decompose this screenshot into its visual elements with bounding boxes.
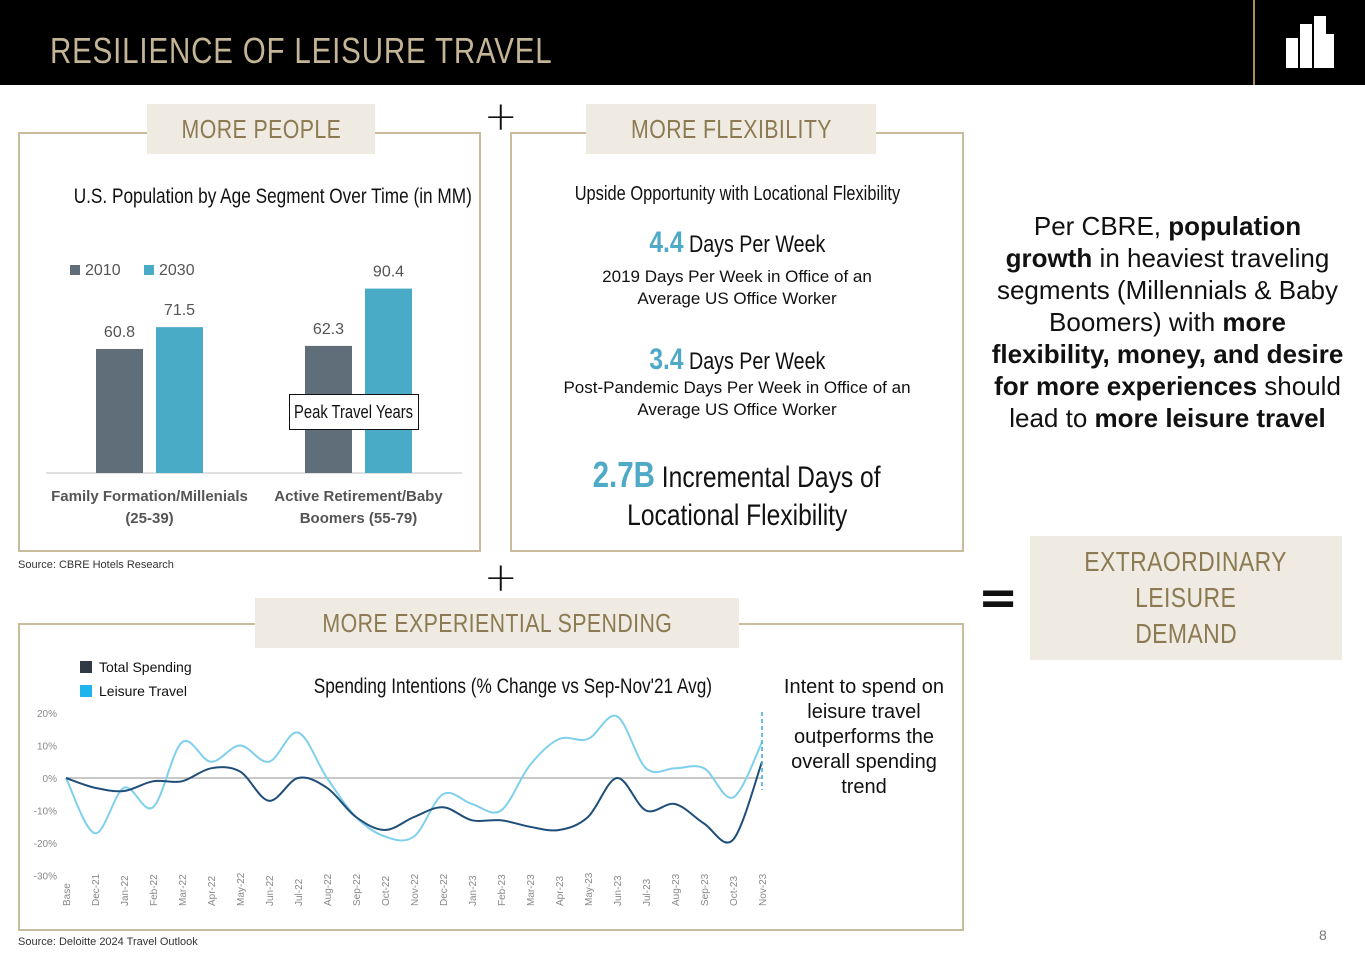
flexibility-title: Upside Opportunity with Locational Flexi… bbox=[574, 183, 900, 205]
stat-2019-days: 4.4 Days Per Week bbox=[512, 226, 962, 260]
population-chart-title: U.S. Population by Age Segment Over Time… bbox=[73, 185, 472, 208]
bar-2010-0 bbox=[96, 348, 143, 473]
population-bar-chart: 2010 2030 60.8 71.5 Family Formation/Milleni… bbox=[46, 262, 462, 527]
x-tick-label: Jan-23 bbox=[468, 875, 479, 906]
x-tick-label: Base bbox=[62, 883, 73, 906]
x-tick-label: Dec-22 bbox=[439, 873, 450, 906]
category-label-0-1: (25-39) bbox=[125, 510, 173, 527]
legend-label-leisure-travel: Leisure Travel bbox=[99, 683, 187, 699]
leisure-intent-note: Intent to spend on leisure travel outper… bbox=[783, 676, 945, 798]
equals-sign: = bbox=[978, 570, 1019, 626]
x-tick-label: Sep-22 bbox=[352, 873, 363, 906]
spending-line-chart: 20% 10% 0% -10% -20% -30% Total Spending Leisur… bbox=[34, 659, 769, 906]
x-tick-label: Aug-23 bbox=[671, 873, 682, 906]
page-title: RESILIENCE OF LEISURE TRAVEL bbox=[50, 30, 553, 71]
category-label-0-0: Family Formation/Millenials bbox=[51, 488, 248, 505]
more-spending-label: MORE EXPERIENTIAL SPENDING bbox=[255, 598, 739, 648]
summary-text: Per CBRE, population growth in heaviest … bbox=[991, 211, 1344, 433]
legend-swatch-2030 bbox=[144, 265, 154, 275]
x-tick-label: Jun-22 bbox=[265, 875, 276, 906]
data-label-2010-1: 62.3 bbox=[313, 321, 344, 338]
x-tick-label: Jul-22 bbox=[294, 878, 305, 906]
cbre-source: Source: CBRE Hotels Research bbox=[18, 559, 174, 571]
y-tick-label: 0% bbox=[43, 774, 58, 785]
x-tick-label: Nov-22 bbox=[410, 873, 421, 906]
legend-swatch-2010 bbox=[70, 265, 80, 275]
more-flexibility-label: MORE FLEXIBILITY bbox=[586, 104, 876, 154]
x-tick-label: Sep-23 bbox=[700, 873, 711, 906]
series-line-total-spending bbox=[65, 761, 763, 844]
more-people-label: MORE PEOPLE bbox=[147, 104, 375, 154]
x-tick-label: Jul-23 bbox=[642, 878, 653, 906]
x-tick-label: Jun-23 bbox=[613, 875, 624, 906]
data-label-2030-0: 71.5 bbox=[164, 302, 195, 319]
legend-label-2030: 2030 bbox=[159, 262, 195, 279]
x-tick-label: Aug-22 bbox=[323, 873, 334, 906]
stat-post-pandemic-unit: Days Per Week bbox=[688, 348, 826, 375]
stat-post-pandemic-description: Post-Pandemic Days Per Week in Office of… bbox=[563, 378, 911, 419]
series-line-leisure-travel bbox=[65, 714, 763, 842]
bar-2030-0 bbox=[156, 327, 203, 473]
x-tick-label: Mar-22 bbox=[178, 874, 189, 906]
x-tick-label: Dec-21 bbox=[91, 873, 102, 906]
x-tick-label: Oct-23 bbox=[729, 876, 740, 906]
x-tick-label: Mar-23 bbox=[526, 874, 537, 906]
y-tick-label: -30% bbox=[34, 872, 57, 883]
stat-incremental-unit: Incremental Days of bbox=[662, 461, 881, 494]
deloitte-source: Source: Deloitte 2024 Travel Outlook bbox=[18, 936, 198, 948]
category-label-1-0: Active Retirement/Baby bbox=[274, 488, 443, 505]
y-tick-label: 20% bbox=[37, 709, 57, 720]
stat-2019-description: 2019 Days Per Week in Office of an Avera… bbox=[602, 267, 872, 308]
plus-sign-top: + bbox=[484, 94, 518, 140]
stat-post-pandemic-value: 3.4 bbox=[648, 343, 684, 376]
stat-incremental-line2: Locational Flexibility bbox=[626, 499, 848, 532]
building-logo-icon bbox=[1286, 16, 1334, 68]
plus-sign-middle: + bbox=[484, 555, 518, 601]
category-label-1-1: Boomers (55-79) bbox=[300, 510, 418, 527]
x-tick-label: Feb-23 bbox=[497, 874, 508, 906]
y-tick-label: -10% bbox=[34, 807, 57, 818]
x-tick-label: Nov-23 bbox=[758, 873, 769, 906]
stat-post-pandemic-days: 3.4 Days Per Week bbox=[512, 343, 962, 377]
data-label-2030-1: 90.4 bbox=[373, 264, 404, 281]
y-tick-label: 10% bbox=[37, 742, 57, 753]
x-tick-label: Apr-23 bbox=[555, 876, 566, 906]
header-bar: RESILIENCE OF LEISURE TRAVEL bbox=[0, 0, 1365, 85]
stat-2019-unit: Days Per Week bbox=[688, 231, 826, 258]
x-tick-label: Jan-22 bbox=[120, 875, 131, 906]
x-tick-label: Oct-22 bbox=[381, 876, 392, 906]
x-tick-label: May-23 bbox=[584, 872, 595, 906]
x-tick-label: Apr-22 bbox=[207, 876, 218, 906]
legend-label-total-spending: Total Spending bbox=[99, 659, 192, 675]
y-tick-label: -20% bbox=[34, 839, 57, 850]
data-label-2010-0: 60.8 bbox=[104, 324, 135, 341]
legend-swatch-total-spending bbox=[80, 661, 92, 673]
page-number: 8 bbox=[1319, 927, 1327, 943]
stat-2019-value: 4.4 bbox=[648, 226, 684, 259]
stat-incremental-value: 2.7B bbox=[593, 454, 656, 495]
legend-swatch-leisure-travel bbox=[80, 685, 92, 697]
header-divider bbox=[1253, 0, 1255, 85]
spending-chart-title: Spending Intentions (% Change vs Sep-Nov… bbox=[313, 675, 713, 698]
x-tick-label: Feb-22 bbox=[149, 874, 160, 906]
legend-label-2010: 2010 bbox=[85, 262, 121, 279]
bar-2030-1 bbox=[365, 288, 412, 473]
x-tick-label: May-22 bbox=[236, 872, 247, 906]
stat-incremental-days: 2.7B Incremental Days of Locational Flex… bbox=[512, 456, 962, 535]
peak-travel-years-callout: Peak Travel Years bbox=[289, 394, 419, 430]
extraordinary-leisure-demand-box: EXTRAORDINARY LEISURE DEMAND bbox=[1030, 536, 1342, 660]
